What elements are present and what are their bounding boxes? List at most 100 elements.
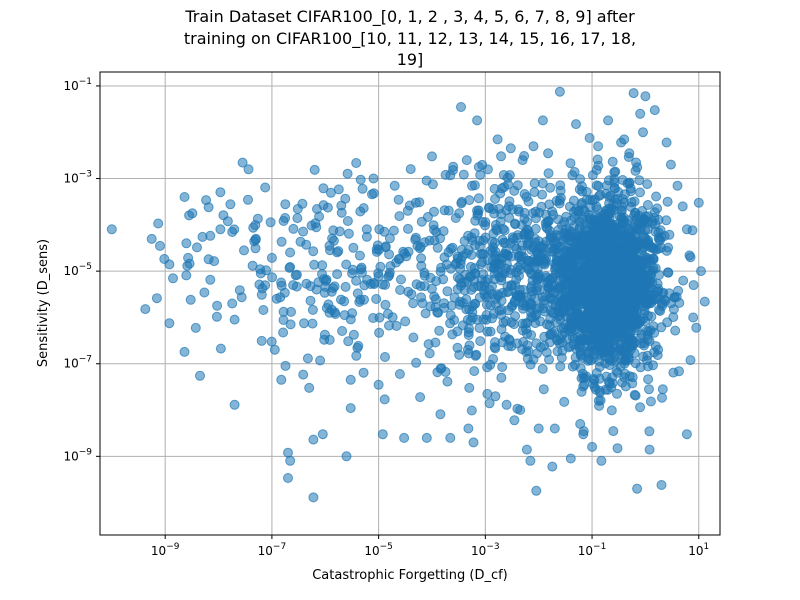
data-point: [280, 199, 291, 210]
data-point: [469, 366, 480, 377]
data-point: [554, 86, 565, 97]
data-point: [594, 286, 605, 297]
data-point: [688, 280, 699, 291]
data-point: [184, 210, 195, 221]
data-point: [490, 194, 501, 204]
data-point: [547, 328, 558, 339]
data-point: [619, 372, 630, 383]
data-point: [348, 242, 359, 253]
data-point: [547, 461, 558, 472]
data-point: [389, 180, 400, 191]
data-point: [596, 455, 607, 466]
data-point: [609, 183, 620, 194]
data-point: [591, 253, 602, 264]
data-point: [646, 311, 657, 322]
data-point: [645, 276, 656, 287]
data-point: [466, 232, 477, 243]
data-point: [621, 279, 632, 290]
data-point: [342, 216, 353, 226]
data-point: [644, 444, 655, 455]
data-point: [638, 351, 649, 362]
data-point: [490, 337, 500, 348]
data-point: [685, 252, 696, 263]
data-point: [329, 307, 340, 318]
data-point: [564, 251, 574, 262]
data-point: [563, 291, 574, 302]
data-point: [229, 399, 240, 410]
data-point: [625, 201, 636, 212]
data-point: [602, 221, 613, 231]
data-point: [405, 164, 416, 175]
data-point: [399, 432, 410, 443]
data-point: [540, 271, 551, 282]
data-point: [430, 337, 441, 348]
data-point: [577, 186, 588, 197]
data-point: [243, 164, 254, 175]
data-point: [466, 284, 477, 295]
data-point: [655, 225, 666, 236]
data-point: [395, 285, 406, 295]
data-point: [585, 202, 596, 213]
data-point: [461, 294, 472, 305]
data-point: [632, 288, 643, 298]
data-point: [256, 335, 267, 346]
data-point: [265, 217, 276, 228]
data-point: [612, 443, 623, 454]
data-point: [517, 344, 528, 355]
data-point: [545, 182, 556, 193]
data-point: [388, 225, 399, 236]
x-tick-label: 10−1: [578, 542, 607, 558]
data-point: [355, 174, 366, 185]
data-point: [608, 251, 619, 262]
data-point: [627, 372, 638, 383]
data-point: [445, 432, 456, 443]
data-point: [606, 382, 617, 393]
data-point: [436, 363, 447, 374]
data-point: [608, 426, 619, 437]
data-point: [465, 315, 476, 326]
data-point: [236, 292, 247, 303]
data-point: [622, 317, 633, 328]
data-point: [670, 325, 681, 336]
data-point: [211, 311, 222, 322]
data-point: [662, 196, 673, 207]
data-point: [565, 453, 576, 464]
data-point: [266, 336, 277, 347]
data-point: [343, 228, 354, 239]
data-point: [250, 243, 261, 254]
data-point: [606, 291, 617, 301]
data-point: [468, 437, 479, 448]
data-point: [563, 231, 574, 242]
data-point: [635, 108, 646, 119]
data-point: [304, 382, 315, 393]
data-point: [448, 161, 459, 172]
data-point: [408, 298, 419, 309]
data-point: [351, 158, 362, 168]
data-point: [512, 180, 523, 191]
data-point: [470, 215, 481, 226]
data-point: [583, 353, 594, 364]
data-point: [603, 115, 614, 126]
data-point: [534, 241, 545, 252]
data-point: [591, 165, 602, 175]
data-point: [569, 167, 580, 177]
data-point: [604, 278, 615, 289]
data-point: [195, 370, 205, 381]
data-point: [419, 270, 430, 281]
data-point: [594, 270, 605, 281]
y-tick-label: 10−7: [63, 355, 92, 371]
data-point: [285, 319, 296, 330]
data-point: [592, 308, 603, 319]
data-point: [384, 270, 395, 281]
data-point: [635, 265, 646, 276]
data-point: [665, 159, 676, 170]
data-point: [424, 348, 435, 359]
data-point: [368, 173, 379, 184]
data-point: [450, 259, 461, 270]
data-point: [635, 362, 646, 373]
data-point: [140, 304, 151, 315]
data-point: [555, 185, 566, 196]
data-point: [619, 134, 630, 145]
data-point: [688, 312, 699, 323]
data-point: [464, 340, 475, 351]
